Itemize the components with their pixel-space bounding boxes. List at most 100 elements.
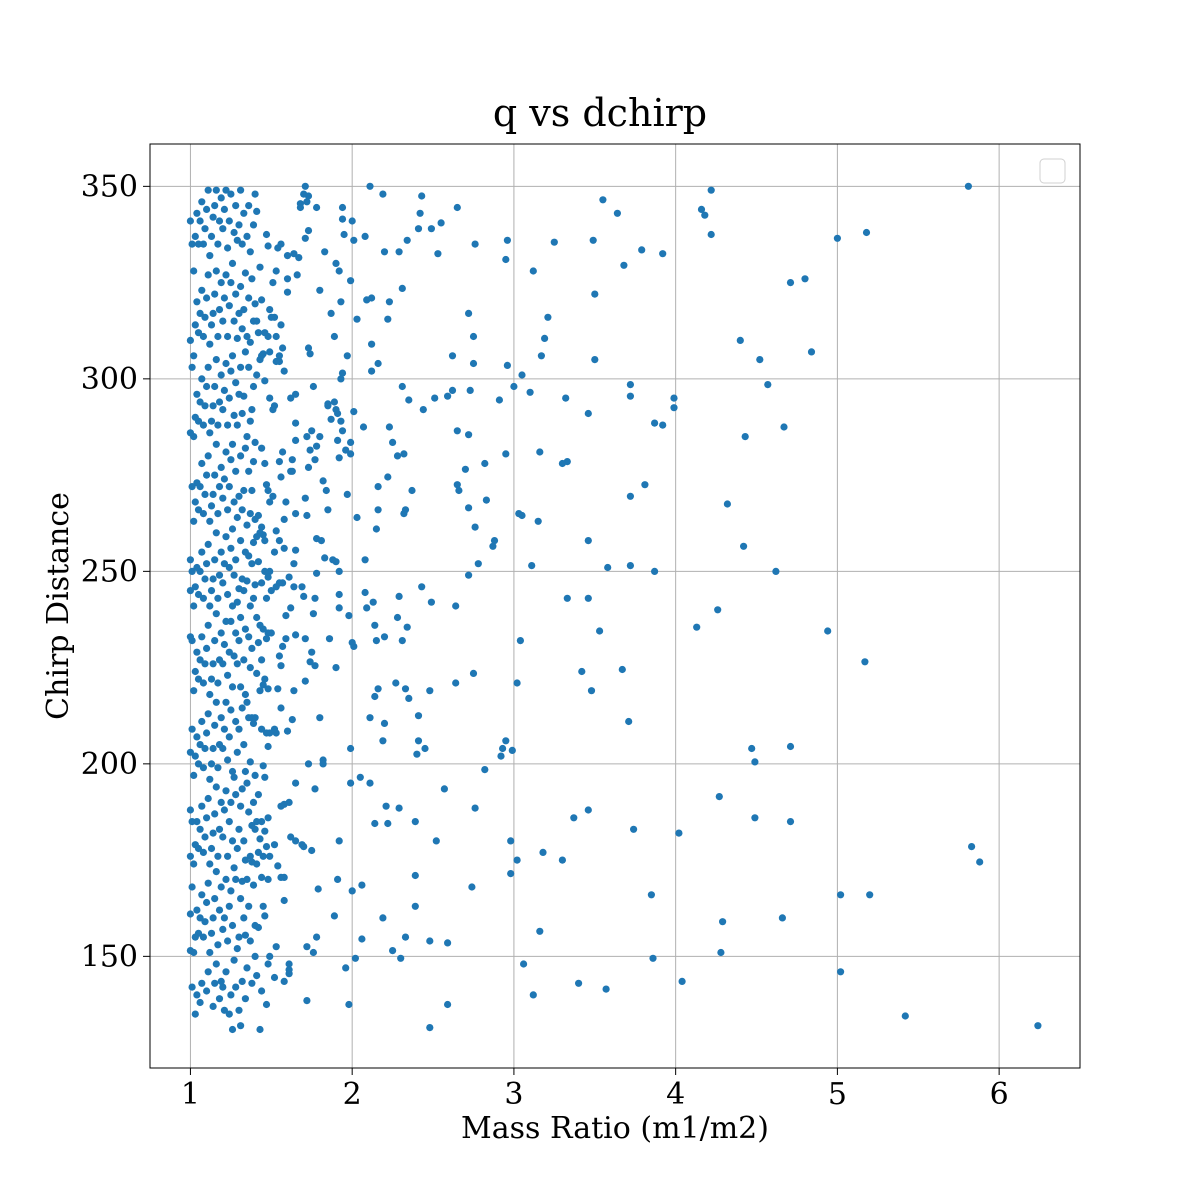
data-point bbox=[188, 240, 196, 248]
data-point bbox=[227, 190, 235, 198]
data-point bbox=[232, 202, 240, 210]
data-point bbox=[207, 675, 216, 683]
data-point bbox=[206, 775, 214, 783]
data-point bbox=[343, 490, 351, 498]
data-point bbox=[301, 635, 309, 643]
data-point bbox=[309, 610, 317, 618]
data-point bbox=[207, 587, 216, 595]
data-point bbox=[786, 279, 795, 287]
data-point bbox=[258, 873, 266, 882]
data-point bbox=[241, 931, 249, 939]
data-point bbox=[659, 421, 667, 429]
data-point bbox=[1034, 1022, 1042, 1030]
data-point bbox=[235, 933, 243, 941]
data-point bbox=[350, 236, 358, 244]
data-point bbox=[321, 554, 329, 562]
data-point bbox=[215, 656, 224, 664]
data-point bbox=[264, 486, 272, 495]
data-point bbox=[296, 203, 304, 212]
data-point bbox=[220, 725, 228, 733]
data-point bbox=[251, 300, 259, 308]
data-point bbox=[201, 490, 209, 498]
data-point bbox=[862, 228, 871, 237]
data-point bbox=[287, 604, 295, 612]
data-point bbox=[361, 232, 369, 240]
data-point bbox=[497, 752, 505, 760]
data-point bbox=[228, 525, 237, 533]
data-point bbox=[237, 452, 245, 460]
data-point bbox=[259, 852, 267, 860]
data-point bbox=[215, 741, 224, 749]
data-point bbox=[196, 825, 204, 833]
data-point bbox=[233, 660, 241, 668]
data-point bbox=[191, 498, 199, 506]
data-point bbox=[539, 848, 547, 857]
data-point bbox=[334, 436, 342, 444]
data-point bbox=[306, 658, 314, 666]
data-point bbox=[363, 604, 371, 612]
data-point bbox=[269, 406, 277, 414]
data-point bbox=[215, 995, 224, 1003]
data-point bbox=[241, 269, 249, 277]
data-point bbox=[347, 438, 355, 446]
data-point bbox=[224, 590, 232, 599]
data-point bbox=[194, 675, 203, 683]
data-point bbox=[206, 252, 214, 260]
data-point bbox=[584, 409, 592, 418]
data-point bbox=[544, 313, 552, 321]
data-point bbox=[209, 1002, 217, 1011]
data-point bbox=[502, 255, 510, 264]
data-point bbox=[300, 592, 308, 601]
data-point bbox=[235, 637, 243, 645]
data-point bbox=[319, 477, 327, 485]
data-point bbox=[199, 679, 207, 687]
data-point bbox=[190, 602, 198, 610]
data-point bbox=[626, 492, 635, 500]
data-point bbox=[253, 371, 261, 379]
data-point bbox=[267, 587, 275, 595]
data-point bbox=[343, 352, 351, 360]
data-point bbox=[411, 871, 419, 880]
data-point bbox=[201, 402, 209, 410]
data-point bbox=[426, 1024, 434, 1032]
data-point bbox=[311, 594, 319, 602]
data-point bbox=[374, 506, 382, 514]
data-point bbox=[329, 556, 337, 564]
data-point bbox=[418, 583, 426, 591]
data-point bbox=[287, 467, 295, 475]
data-point bbox=[277, 704, 285, 712]
data-point bbox=[227, 706, 235, 714]
data-point bbox=[233, 945, 241, 953]
data-point bbox=[602, 985, 610, 993]
data-point bbox=[499, 744, 507, 753]
data-point bbox=[198, 286, 206, 294]
data-point bbox=[212, 529, 220, 537]
data-point bbox=[241, 995, 249, 1003]
data-point bbox=[199, 421, 207, 429]
data-point bbox=[215, 906, 224, 914]
data-point bbox=[198, 802, 206, 810]
data-point bbox=[301, 677, 309, 685]
data-point bbox=[212, 267, 220, 275]
data-point bbox=[301, 494, 309, 502]
data-point bbox=[203, 294, 211, 302]
data-point bbox=[191, 752, 199, 760]
data-point bbox=[659, 250, 667, 258]
data-point bbox=[285, 960, 293, 968]
data-point bbox=[204, 186, 212, 194]
data-point bbox=[630, 825, 638, 833]
data-point bbox=[191, 413, 199, 421]
data-point bbox=[270, 973, 279, 982]
data-point bbox=[347, 744, 355, 753]
data-point bbox=[204, 794, 212, 803]
data-point bbox=[861, 658, 869, 666]
data-point bbox=[256, 356, 264, 364]
data-point bbox=[513, 856, 521, 864]
data-point bbox=[222, 968, 230, 976]
data-point bbox=[604, 563, 612, 572]
data-point bbox=[198, 459, 206, 468]
x-tick-label: 5 bbox=[828, 1077, 847, 1112]
data-point bbox=[241, 767, 249, 776]
data-point bbox=[772, 567, 780, 576]
data-point bbox=[283, 275, 292, 283]
